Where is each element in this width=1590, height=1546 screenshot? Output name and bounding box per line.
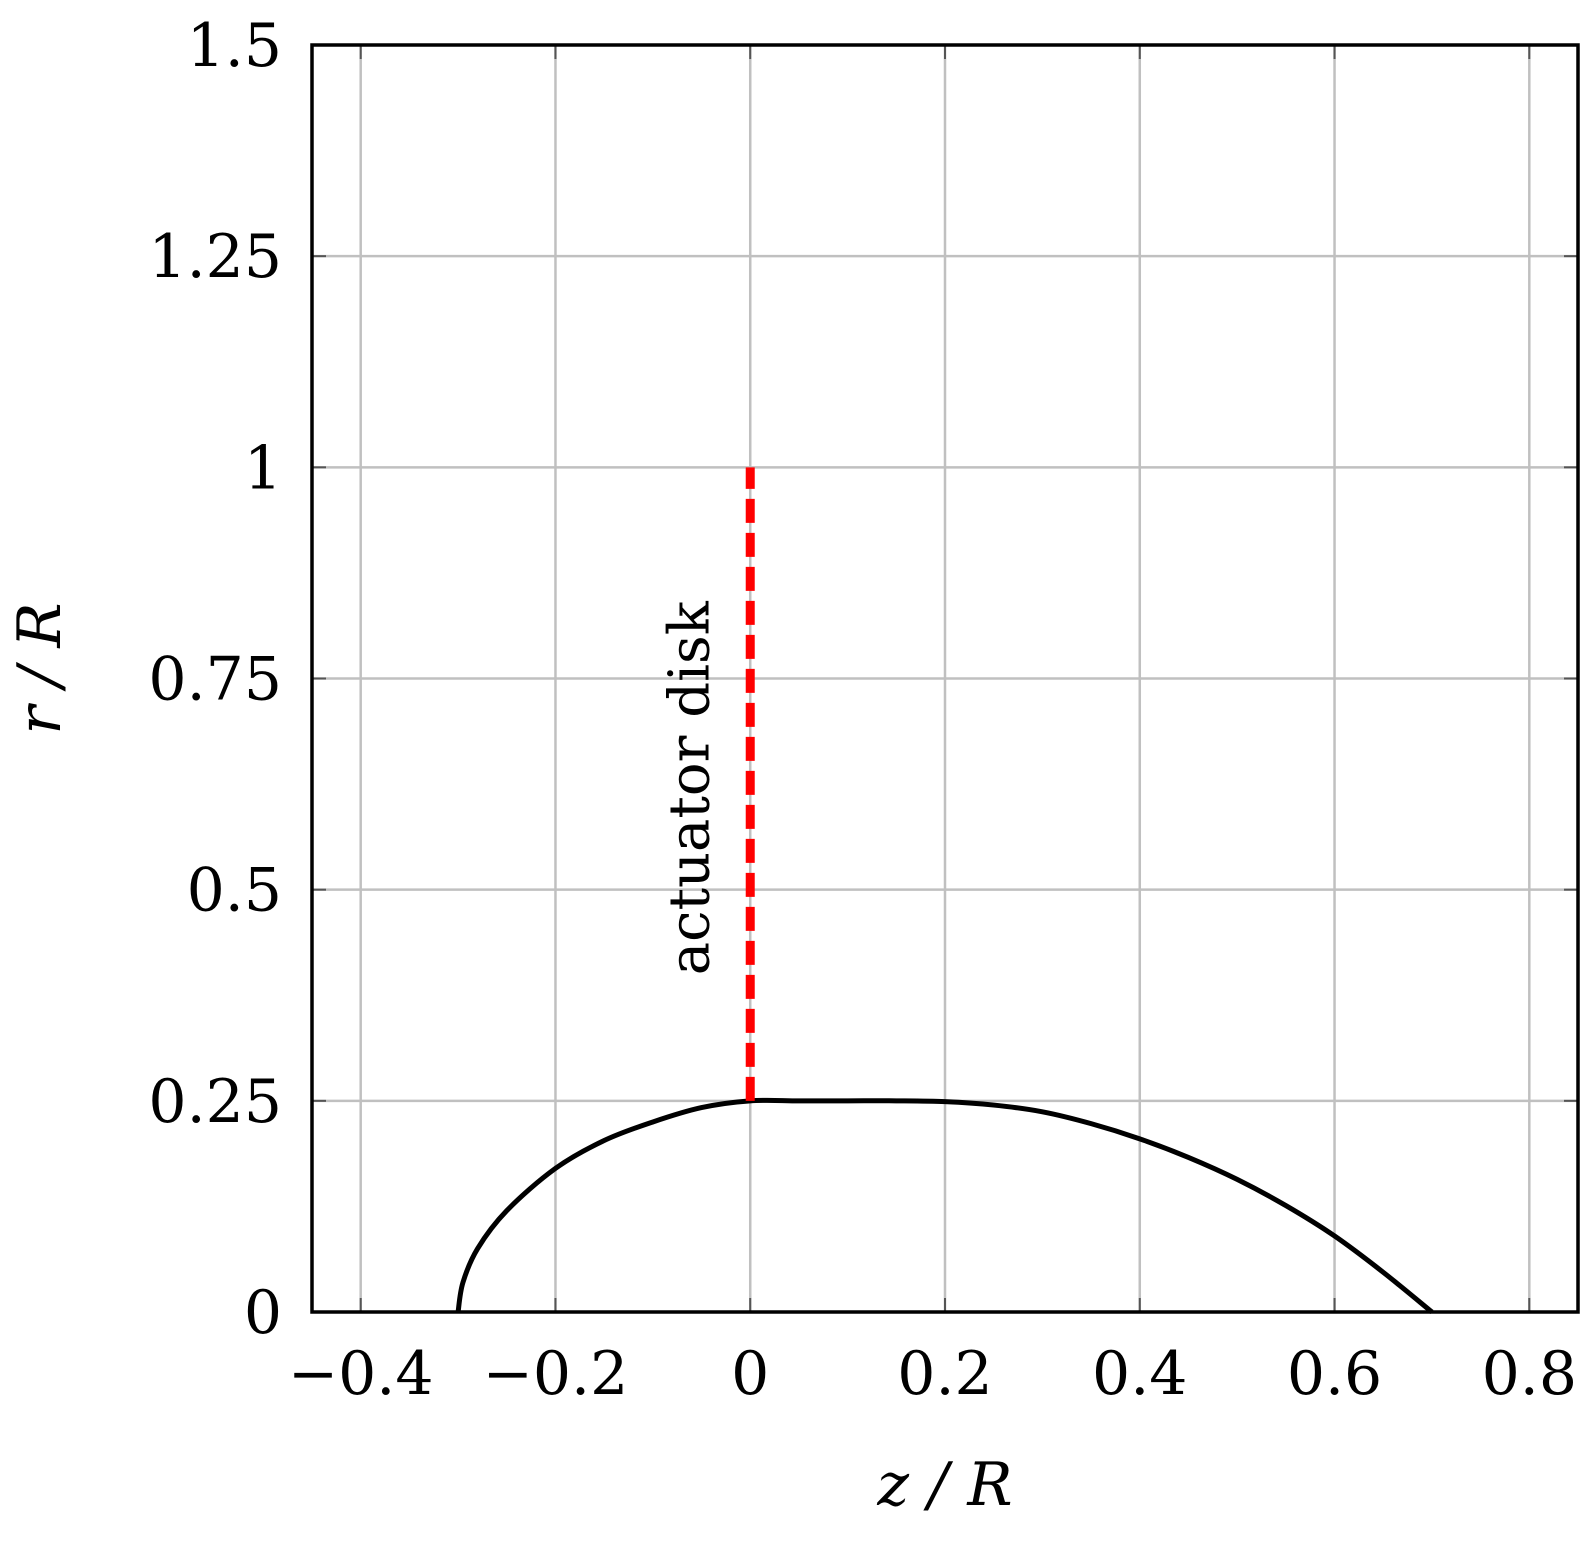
x-tick-label: 0.2 (897, 1339, 992, 1409)
grid (312, 43, 1578, 1314)
plot-frame (310, 43, 1580, 1314)
tick-labels: −0.4 −0.2 0 0.2 0.4 0.6 0.8 0 0.25 0.5 0.75 1 1.25 1.… (148, 11, 1577, 1409)
y-tick-label: 0.75 (148, 645, 282, 715)
streamline-curve (455, 1097, 1434, 1314)
y-tick-label: 1.25 (148, 222, 282, 292)
x-tick-label: 0.4 (1092, 1339, 1187, 1409)
y-tick-label: 0.5 (187, 856, 282, 926)
series (455, 467, 1434, 1314)
y-tick-label: 1 (244, 433, 282, 503)
y-tick-label: 0.25 (148, 1067, 282, 1137)
y-tick-label: 0 (244, 1278, 282, 1348)
annotation-actuator-disk: actuator disk (658, 600, 723, 975)
x-axis-title: z / R (876, 1450, 1012, 1520)
y-tick-label: 1.5 (187, 11, 282, 81)
x-tick-label: 0.8 (1482, 1339, 1577, 1409)
x-tick-label: 0.6 (1287, 1339, 1382, 1409)
x-tick-label: −0.4 (288, 1339, 434, 1409)
x-tick-label: −0.2 (483, 1339, 629, 1409)
x-tick-label: 0 (731, 1339, 769, 1409)
y-axis-title: r / R (5, 602, 75, 734)
